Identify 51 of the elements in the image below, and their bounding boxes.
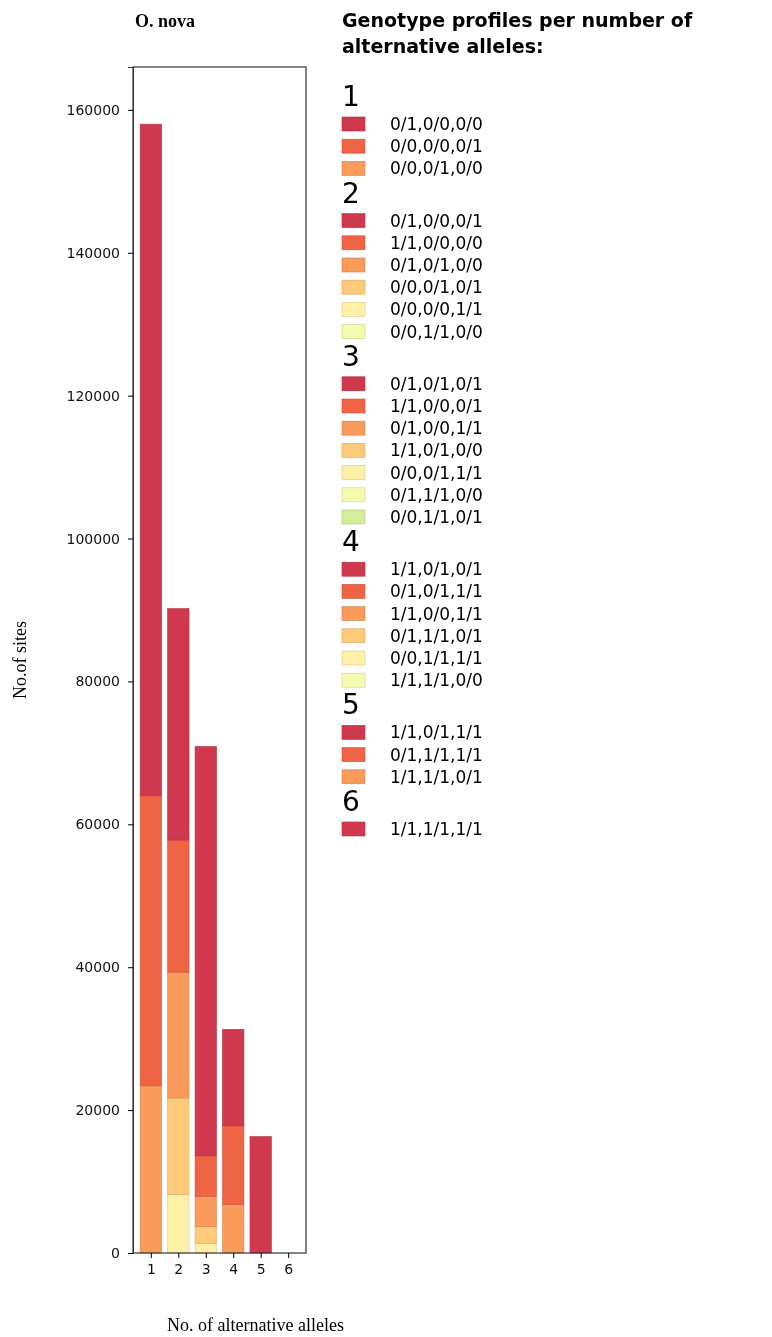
legend-label: 0/0,1/1,0/1 (390, 507, 483, 527)
y-tick-label: 160000 (66, 101, 120, 118)
legend-label: 1/1,0/0,1/1 (390, 603, 483, 624)
x-tick-label: 5 (256, 1260, 266, 1277)
y-tick-label: 80000 (75, 673, 120, 690)
legend-label: 0/0,0/1,0/1 (390, 277, 483, 298)
x-tick-label: 6 (284, 1260, 294, 1277)
legend-title: Genotype profiles per number of alternative alleles: (342, 9, 693, 57)
legend-label: 0/1,1/1,0/0 (390, 484, 483, 505)
legend-label: 1/1,0/0,0/0 (390, 232, 483, 253)
legend-label: 1/1,1/1,0/0 (390, 670, 483, 691)
legend-label: 1/1,1/1,0/1 (390, 766, 483, 787)
x-tick-label: 4 (229, 1260, 239, 1277)
category-label: 2 (342, 176, 360, 210)
y-tick-label: 60000 (75, 816, 120, 833)
legend-label: 0/1,0/1,0/0 (390, 255, 483, 275)
legend-label: 0/0,0/1,1/1 (390, 462, 483, 483)
x-tick-label: 3 (201, 1260, 211, 1277)
y-tick-label: 20000 (75, 1102, 120, 1119)
category-label: 5 (342, 688, 360, 722)
category-label: 1 (342, 80, 360, 113)
legend-label: 1/1,0/1,1/1 (390, 722, 483, 743)
legend-label: 0/0,0/1,0/0 (390, 158, 483, 179)
legend-label: 0/1,0/1,1/1 (390, 581, 483, 602)
legend-label: 0/0,1/1,0/0 (390, 321, 483, 342)
y-tick-label: 100000 (66, 530, 120, 547)
y-axis-title: No.of sites (10, 621, 30, 699)
legend-label: 0/1,0/1,0/1 (390, 373, 483, 394)
category-label: 3 (342, 339, 360, 373)
x-tick-label: 2 (174, 1260, 184, 1277)
legend-label: 1/1,0/1,0/0 (390, 440, 483, 461)
legend-label: 0/1,1/1,0/1 (390, 625, 483, 646)
y-tick-label: 140000 (66, 244, 120, 261)
x-tick-label: 1 (146, 1260, 156, 1277)
y-tick-label: 40000 (75, 959, 120, 976)
chart-title: O. nova (135, 11, 196, 31)
legend-label: 0/1,0/0,0/0 (390, 114, 483, 134)
y-tick-label: 120000 (66, 387, 120, 404)
x-axis-title: No. of alternative alleles (167, 1315, 344, 1335)
category-label: 4 (342, 525, 360, 559)
legend-label: 0/1,0/0,1/1 (390, 418, 483, 439)
y-tick-label: 0 (111, 1244, 120, 1261)
category-label: 6 (342, 785, 360, 818)
legend-label: 1/1,0/1,0/1 (390, 559, 483, 580)
legend-label: 0/1,0/0,0/1 (390, 210, 483, 231)
legend-label: 1/1,0/0,0/1 (390, 396, 483, 416)
legend-label: 0/0,1/1,1/1 (390, 648, 483, 668)
legend-label: 0/1,1/1,1/1 (390, 744, 483, 765)
legend-label: 0/0,0/0,0/1 (390, 136, 483, 157)
legend-label: 0/0,0/0,1/1 (390, 299, 483, 320)
legend-label: 1/1,1/1,1/1 (390, 819, 483, 839)
